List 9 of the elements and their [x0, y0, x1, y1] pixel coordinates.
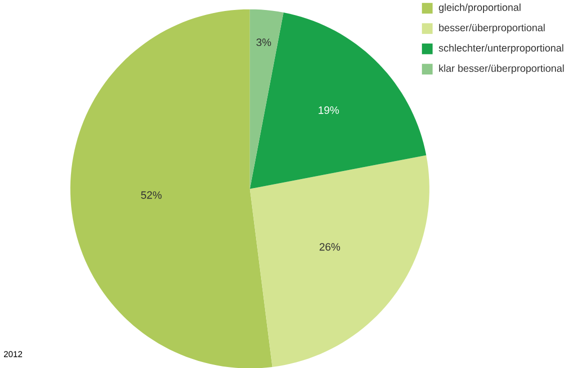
data-label: 19%	[318, 106, 339, 114]
data-label: 3%	[256, 38, 272, 46]
legend-label: besser/überproportional	[439, 24, 545, 34]
text: 2012	[4, 350, 22, 357]
data-label: 52%	[141, 191, 162, 199]
data-label: 26%	[320, 242, 340, 250]
legend-label: klar besser/überproportional	[439, 64, 564, 74]
legend-label: schlechter/unterproportional	[438, 44, 564, 54]
legend-label: gleich/proportional	[438, 3, 520, 13]
